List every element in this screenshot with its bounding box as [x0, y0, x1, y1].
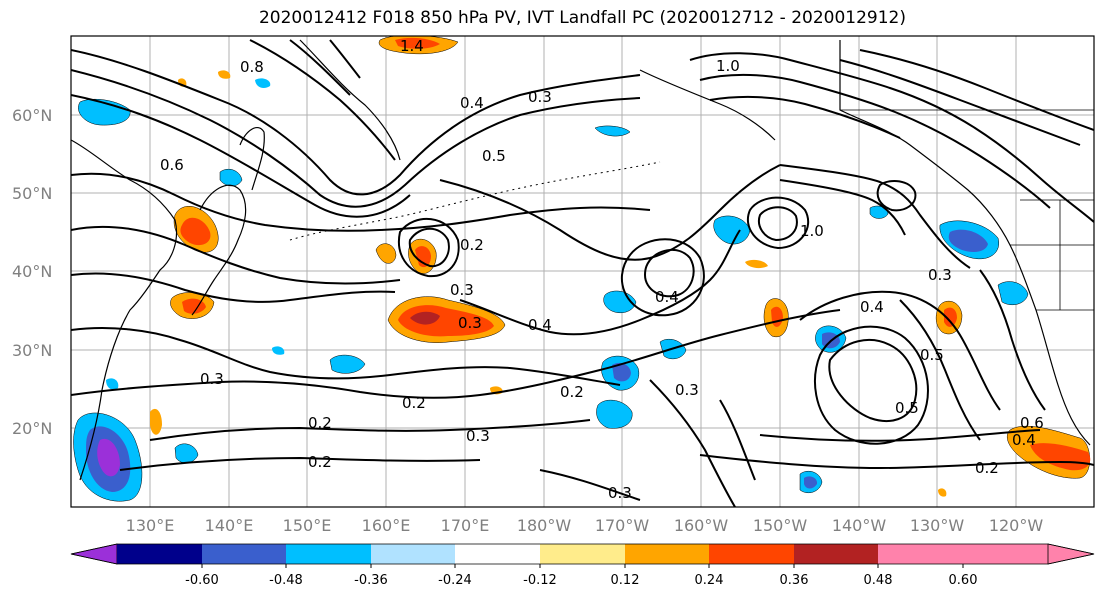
svg-text:0.2: 0.2	[975, 459, 999, 477]
svg-text:0.5: 0.5	[482, 147, 506, 165]
svg-text:130°W: 130°W	[910, 516, 965, 535]
svg-text:1.0: 1.0	[800, 222, 824, 240]
colorbar-extend-low	[70, 543, 118, 565]
colorbar-segment	[371, 544, 455, 564]
longitude-labels: 130°E 140°E 150°E 160°E 170°E 180°W 170°…	[126, 516, 1044, 535]
colorbar-segment	[794, 544, 878, 564]
colorbar-segment	[878, 544, 963, 564]
svg-text:0.3: 0.3	[450, 281, 474, 299]
colorbar-tick: 0.60	[949, 573, 978, 588]
colorbar-tick: -0.60	[185, 573, 219, 588]
svg-text:0.2: 0.2	[308, 453, 332, 471]
colorbar-tick: -0.36	[354, 573, 388, 588]
svg-text:0.3: 0.3	[928, 266, 952, 284]
colorbar-tick: -0.48	[269, 573, 303, 588]
svg-text:0.2: 0.2	[560, 383, 584, 401]
svg-text:0.4: 0.4	[460, 94, 484, 112]
svg-text:0.3: 0.3	[200, 370, 224, 388]
colorbar-tick: -0.12	[523, 573, 557, 588]
map-border	[70, 35, 1095, 508]
svg-text:180°W: 180°W	[517, 516, 572, 535]
pv-fill-negative	[73, 78, 1029, 502]
svg-text:160°W: 160°W	[674, 516, 729, 535]
svg-text:0.5: 0.5	[920, 346, 944, 364]
colorbar-segment	[709, 544, 794, 564]
svg-text:0.8: 0.8	[240, 58, 264, 76]
svg-text:1.4: 1.4	[400, 37, 424, 55]
svg-text:130°E: 130°E	[126, 516, 175, 535]
svg-text:50°N: 50°N	[12, 184, 52, 203]
colorbar-tick: 0.12	[611, 573, 640, 588]
svg-text:0.4: 0.4	[655, 288, 679, 306]
map-title: 2020012412 F018 850 hPa PV, IVT Landfall…	[258, 8, 906, 28]
colorbar-tick: 0.48	[864, 573, 893, 588]
pv-contours	[71, 39, 1094, 507]
pv-fill-positive	[150, 36, 1091, 497]
svg-text:150°E: 150°E	[283, 516, 332, 535]
colorbar: -0.60 -0.48 -0.36 -0.24 -0.12 0.12 0.24 …	[70, 543, 1095, 588]
colorbar-tick: 0.36	[780, 573, 809, 588]
svg-text:0.3: 0.3	[466, 427, 490, 445]
colorbar-extend-high	[1047, 543, 1095, 565]
colorbar-segment	[202, 544, 286, 564]
svg-text:140°W: 140°W	[832, 516, 887, 535]
svg-text:170°W: 170°W	[595, 516, 650, 535]
svg-text:170°E: 170°E	[441, 516, 490, 535]
colorbar-segment	[286, 544, 371, 564]
svg-text:0.5: 0.5	[895, 399, 919, 417]
colorbar-segment	[963, 544, 1048, 564]
colorbar-tick: -0.24	[438, 573, 472, 588]
svg-text:0.3: 0.3	[675, 381, 699, 399]
svg-text:0.2: 0.2	[308, 414, 332, 432]
colorbar-segment	[540, 544, 625, 564]
svg-text:1.0: 1.0	[716, 57, 740, 75]
svg-text:0.4: 0.4	[860, 298, 884, 316]
svg-text:0.3: 0.3	[608, 484, 632, 502]
svg-text:0.3: 0.3	[528, 88, 552, 106]
latitude-labels: 60°N 50°N 40°N 30°N 20°N	[12, 106, 52, 438]
svg-text:0.3: 0.3	[458, 314, 482, 332]
colorbar-segment	[625, 544, 709, 564]
svg-text:120°W: 120°W	[989, 516, 1044, 535]
colorbar-segment	[117, 544, 202, 564]
colorbar-segment	[455, 544, 540, 564]
dateline-border	[289, 161, 661, 241]
svg-text:30°N: 30°N	[12, 341, 52, 360]
svg-text:150°W: 150°W	[753, 516, 808, 535]
svg-text:60°N: 60°N	[12, 106, 52, 125]
svg-text:0.6: 0.6	[1020, 414, 1044, 432]
svg-text:0.2: 0.2	[402, 394, 426, 412]
svg-text:0.4: 0.4	[1012, 431, 1036, 449]
colorbar-tick: 0.24	[695, 573, 724, 588]
svg-text:20°N: 20°N	[12, 419, 52, 438]
svg-text:0.6: 0.6	[160, 156, 184, 174]
svg-text:0.4: 0.4	[528, 316, 552, 334]
contour-labels: 1.4 1.0 0.8 0.4 0.3 0.5 0.6 1.0 0.2 0.3 …	[160, 37, 1044, 502]
coastlines	[71, 39, 1094, 481]
svg-text:0.2: 0.2	[460, 236, 484, 254]
svg-text:40°N: 40°N	[12, 262, 52, 281]
svg-text:160°E: 160°E	[362, 516, 411, 535]
svg-text:140°E: 140°E	[205, 516, 254, 535]
